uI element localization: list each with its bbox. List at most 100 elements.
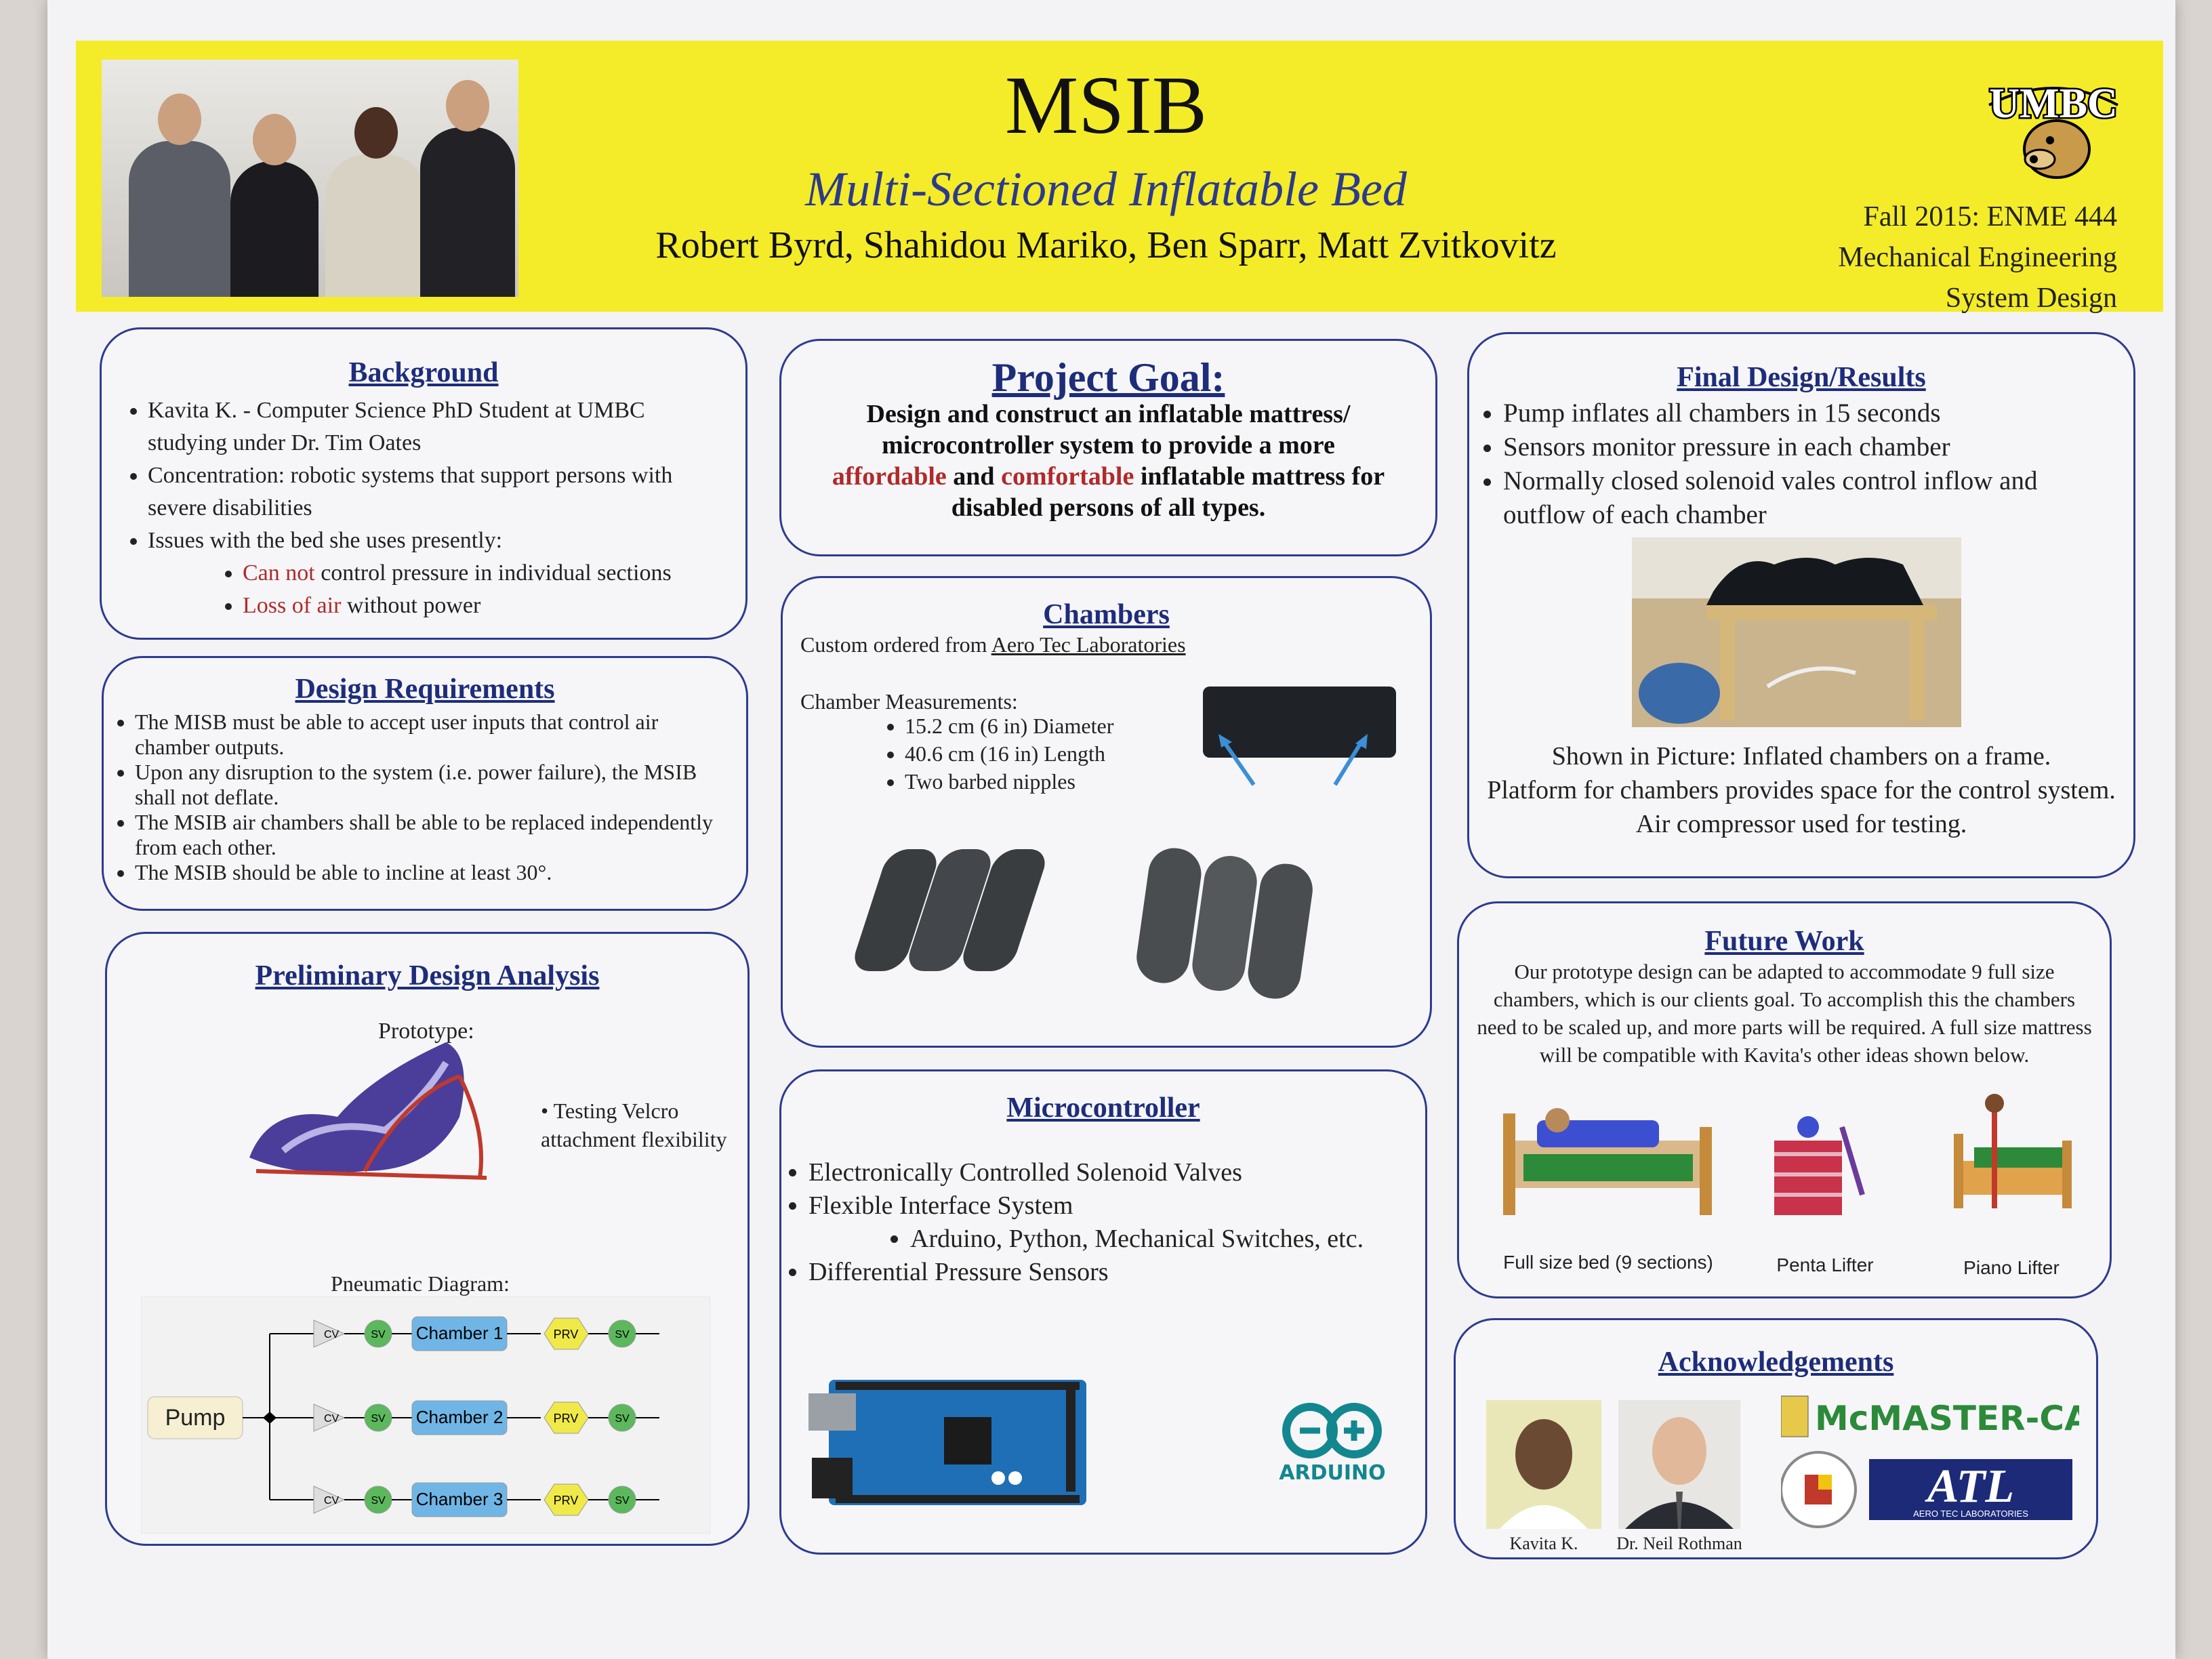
background-panel: Background Kavita K. - Computer Science …: [100, 327, 747, 640]
preliminary-heading: Preliminary Design Analysis: [255, 960, 600, 991]
sponsor-logos: McMASTER-CARR ATL AERO TEC LABORATORIES: [1781, 1395, 2079, 1528]
course-line: Fall 2015: ENME 444: [1863, 201, 2118, 232]
background-body: Kavita K. - Computer Science PhD Student…: [121, 394, 717, 622]
issue-highlight: Can not: [243, 560, 315, 586]
goal-rest: inflatable mattress for: [1134, 462, 1385, 491]
future-caption: Piano Lifter: [1963, 1257, 2060, 1278]
penta-lifter-image: [1774, 1116, 1865, 1215]
goal-line: affordable and comfortable inflatable ma…: [781, 461, 1435, 492]
chamber-photo: [1203, 687, 1396, 786]
list-item: Arduino, Python, Mechanical Switches, et…: [910, 1223, 1391, 1256]
ack-person-name: Kavita K.: [1509, 1534, 1578, 1553]
prototype-note: • Testing Velcro attachment flexibility: [541, 1099, 727, 1151]
list-item: The MSIB air chambers shall be able to b…: [135, 810, 731, 860]
full-size-bed-image: [1503, 1108, 1712, 1215]
diagram-label: Pneumatic Diagram:: [331, 1271, 510, 1296]
svg-text:SV: SV: [371, 1413, 386, 1425]
goal-line: Design and construct an inflatable mattr…: [866, 400, 1351, 428]
svg-text:PRV: PRV: [554, 1328, 579, 1341]
list-item: Sensors monitor pressure in each chamber: [1503, 430, 2113, 464]
future-panel: Future Work Our prototype design can be …: [1457, 901, 2112, 1298]
goal-line: microcontroller system to provide a more: [882, 431, 1335, 459]
team-photo: [102, 60, 518, 297]
goal-affordable: affordable: [832, 462, 947, 491]
caption-line: Shown in Picture: Inflated chambers on a…: [1551, 742, 2051, 771]
list-item: Pump inflates all chambers in 15 seconds: [1503, 396, 2113, 430]
svg-text:Chamber 2: Chamber 2: [416, 1407, 504, 1427]
arduino-board: [808, 1380, 1086, 1505]
list-item: Normally closed solenoid vales control i…: [1503, 464, 2113, 532]
svg-text:SV: SV: [615, 1329, 630, 1340]
pump-label: Pump: [165, 1405, 226, 1431]
arduino-logo: ARDUINO: [1279, 1403, 1386, 1485]
svg-text:CV: CV: [324, 1329, 340, 1340]
arduino-logo-text: ARDUINO: [1279, 1461, 1385, 1485]
course-line: System Design: [1945, 283, 2117, 314]
list-item: Concentration: robotic systems that supp…: [148, 459, 717, 525]
list-item: Flexible Interface System: [808, 1189, 1391, 1223]
preliminary-panel: Preliminary Design Analysis Prototype: •…: [105, 932, 750, 1546]
list-item: The MSIB should be able to incline at le…: [135, 860, 731, 885]
atl-logo-text: ATL: [1925, 1460, 2014, 1513]
micro-panel: Microcontroller Electronically Controlle…: [779, 1069, 1427, 1555]
caption-line: Air compressor used for testing.: [1635, 810, 1967, 838]
list-item: Electronically Controlled Solenoid Valve…: [808, 1156, 1391, 1189]
ack-person-name: Dr. Neil Rothman: [1616, 1534, 1742, 1553]
person-3: [325, 107, 427, 297]
chambers-source: Custom ordered from Aero Tec Laboratorie…: [800, 628, 1186, 661]
list-item: The MISB must be able to accept user inp…: [135, 710, 731, 760]
list-item: Issues with the bed she uses presently:: [148, 525, 717, 557]
piano-lifter-image: [1954, 1094, 2072, 1208]
final-list: Pump inflates all chambers in 15 seconds…: [1476, 396, 2113, 532]
chambers-heading: Chambers: [1043, 599, 1170, 630]
micro-list: Electronically Controlled Solenoid Valve…: [781, 1156, 1391, 1289]
requirements-panel: Design Requirements The MISB must be abl…: [102, 656, 748, 911]
svg-text:SV: SV: [615, 1495, 630, 1507]
atl-logo-subtext: AERO TEC LABORATORIES: [1913, 1509, 2028, 1519]
future-caption: Full size bed (9 sections): [1503, 1252, 1713, 1273]
person-2: [230, 114, 319, 297]
rothman-photo: [1618, 1400, 1740, 1529]
requirements-body: The MISB must be able to accept user inp…: [108, 710, 731, 885]
umbc-logo: UMBC: [1988, 79, 2119, 179]
svg-text:SV: SV: [371, 1495, 386, 1507]
kavita-photo: [1486, 1400, 1601, 1529]
final-panel: Final Design/Results Pump inflates all c…: [1467, 332, 2135, 878]
final-caption: Shown in Picture: Inflated chambers on a…: [1483, 739, 2120, 841]
chambers-list: 15.2 cm (6 in) Diameter 40.6 cm (16 in) …: [884, 712, 1113, 796]
course-line: Mechanical Engineering: [1838, 242, 2117, 273]
chamber-model-angled: [855, 849, 1045, 971]
umbc-logo-text: UMBC: [1989, 81, 2117, 127]
list-item: Can not control pressure in individual s…: [243, 557, 717, 590]
diagram-row: CV SV Chamber 1 PRV SV: [270, 1316, 659, 1351]
final-design-photo: [1632, 537, 1961, 727]
author-list: Robert Byrd, Shahidou Mariko, Ben Sparr,…: [655, 224, 1557, 266]
chambers-panel: Chambers Custom ordered from Aero Tec La…: [781, 576, 1432, 1048]
list-item: 40.6 cm (16 in) Length: [905, 740, 1113, 768]
list-item: Kavita K. - Computer Science PhD Student…: [148, 394, 717, 459]
pneumatic-diagram: Pump CV SV Chamber 1 PRV SV CV: [141, 1296, 710, 1534]
future-heading: Future Work: [1704, 926, 1864, 957]
final-heading: Final Design/Results: [1677, 362, 1926, 393]
svg-text:CV: CV: [324, 1495, 340, 1507]
goal-and: and: [946, 462, 1002, 491]
list-item: Loss of air without power: [243, 590, 717, 622]
goal-heading: Project Goal:: [991, 355, 1225, 400]
mcmaster-logo-text: McMASTER-CARR: [1815, 1399, 2079, 1438]
diagram-row: CV SV Chamber 2 PRV SV: [270, 1400, 659, 1435]
goal-panel: Project Goal: Design and construct an in…: [779, 339, 1437, 556]
list-item: Two barbed nipples: [905, 768, 1113, 796]
goal-text: Design and construct an inflatable mattr…: [781, 398, 1435, 523]
svg-text:SV: SV: [615, 1413, 630, 1425]
goal-line: disabled persons of all types.: [951, 493, 1266, 522]
chambers-vendor: Aero Tec Laboratories: [991, 632, 1186, 657]
background-heading: Background: [348, 357, 499, 388]
list-item: 15.2 cm (6 in) Diameter: [905, 712, 1113, 740]
micro-heading: Microcontroller: [1006, 1092, 1200, 1124]
chambers-meas-label: Chamber Measurements:: [800, 689, 1018, 714]
svg-text:PRV: PRV: [554, 1412, 579, 1425]
caption-line: Platform for chambers provides space for…: [1487, 776, 2116, 804]
goal-comfortable: comfortable: [1001, 462, 1134, 491]
ack-panel: Acknowledgements Kavita K. Dr. Neil Roth…: [1454, 1318, 2098, 1559]
prototype-label: Prototype:: [378, 1019, 474, 1044]
